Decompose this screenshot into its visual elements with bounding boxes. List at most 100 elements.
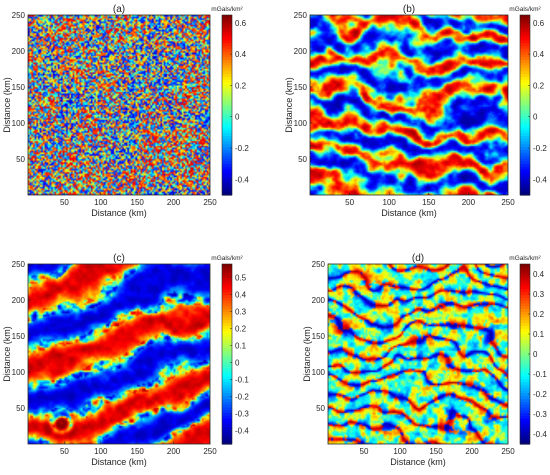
colorbar-step xyxy=(520,354,530,358)
colorbar-step xyxy=(520,65,530,70)
x-tick-label: 200 xyxy=(465,447,479,456)
colorbar-step xyxy=(520,359,530,364)
colorbar-step xyxy=(222,334,232,338)
colorbar-step xyxy=(520,20,530,25)
y-tick-label: 200 xyxy=(12,296,26,305)
colorbar-step xyxy=(520,424,530,428)
colorbar-step xyxy=(520,373,530,378)
colorbar-step xyxy=(222,152,232,157)
colorbar-step xyxy=(520,384,530,389)
colorbar-step xyxy=(222,368,232,372)
colorbar-step xyxy=(520,88,530,92)
plot-frame xyxy=(309,14,509,196)
colorbar-step xyxy=(222,57,232,61)
colorbar-tick-label: 0.4 xyxy=(533,50,545,59)
colorbar-step xyxy=(222,351,232,355)
x-tick-label: 100 xyxy=(383,198,397,207)
y-tick-label: 150 xyxy=(294,83,308,92)
colorbar-step xyxy=(222,43,232,47)
colorbar-step xyxy=(222,401,232,406)
colorbar-step xyxy=(520,48,530,53)
y-tick-label: 100 xyxy=(12,119,26,128)
colorbar-step xyxy=(222,110,232,115)
colorbar-step xyxy=(222,68,232,72)
colorbar-tick-label: -0.2 xyxy=(533,144,547,153)
colorbar-step xyxy=(520,351,530,355)
colorbar-step xyxy=(520,399,530,403)
colorbar-step xyxy=(520,189,530,193)
colorbar-frame xyxy=(221,14,233,196)
colorbar-tick-label: 0.2 xyxy=(235,325,247,334)
colorbar-step xyxy=(520,345,530,349)
colorbar-step xyxy=(520,275,530,279)
colorbar-step xyxy=(520,306,530,310)
colorbar-step xyxy=(222,93,232,98)
colorbar-step xyxy=(222,320,232,324)
colorbar-step xyxy=(520,71,530,75)
colorbar-tick-label: 0.4 xyxy=(235,291,247,300)
colorbar-step xyxy=(222,183,232,188)
colorbar-tick-label: -0.4 xyxy=(533,175,547,184)
colorbar-step xyxy=(520,370,530,375)
colorbar-step xyxy=(520,429,530,434)
heatmap-image xyxy=(28,264,210,444)
colorbar-step xyxy=(222,415,232,420)
colorbar-step xyxy=(222,331,232,335)
colorbar-step xyxy=(520,172,530,176)
colorbar-step xyxy=(222,175,232,179)
colorbar-step xyxy=(520,272,530,276)
colorbar-step xyxy=(222,158,232,162)
colorbar-step xyxy=(222,311,232,316)
colorbar-step xyxy=(222,424,232,428)
y-tick-label: 250 xyxy=(294,11,308,20)
x-tick-label: 200 xyxy=(167,447,181,456)
colorbar-step xyxy=(222,155,232,160)
colorbar-step xyxy=(520,158,530,162)
colorbar-step xyxy=(222,314,232,319)
colorbar-step xyxy=(222,317,232,321)
colorbar-step xyxy=(520,320,530,324)
colorbar-step xyxy=(222,286,232,290)
colorbar-step xyxy=(520,26,530,30)
panel-a: 50 100 150 200 250 50 100 150 200 250 Distance (km… xyxy=(2,4,249,218)
colorbar-frame xyxy=(221,263,233,445)
colorbar-step xyxy=(222,342,232,347)
y-tick-label: 100 xyxy=(12,368,26,377)
colorbar-step xyxy=(222,306,232,310)
colorbar-step xyxy=(520,325,530,330)
colorbar-step xyxy=(222,399,232,403)
heatmap-image xyxy=(328,264,508,444)
colorbar-step xyxy=(520,141,530,145)
colorbar-step xyxy=(520,130,530,134)
colorbar-step xyxy=(520,124,530,129)
colorbar-step xyxy=(222,370,232,375)
colorbar-tick-label: 0 xyxy=(235,358,240,367)
colorbar-step xyxy=(222,348,232,352)
colorbar-step xyxy=(520,317,530,321)
colorbar-tick-label: 0 xyxy=(533,350,538,359)
colorbar-step xyxy=(520,37,530,41)
x-axis-label: Distance (km) xyxy=(91,457,147,467)
colorbar-step xyxy=(222,337,232,341)
y-tick-label: 200 xyxy=(294,47,308,56)
colorbar-step xyxy=(222,373,232,378)
colorbar-step xyxy=(222,297,232,302)
colorbar-step xyxy=(222,20,232,25)
colorbar-step xyxy=(222,384,232,389)
x-axis-label: Distance (km) xyxy=(390,457,446,467)
colorbar-step xyxy=(520,133,530,137)
colorbar-step xyxy=(222,264,232,268)
colorbar-step xyxy=(222,427,232,431)
colorbar-step xyxy=(222,71,232,75)
y-tick-label: 250 xyxy=(12,260,26,269)
colorbar-step xyxy=(520,294,530,299)
colorbar-step xyxy=(222,164,232,168)
y-tick-label: 200 xyxy=(12,47,26,56)
colorbar-step xyxy=(520,138,530,143)
colorbar-tick-label: -0.2 xyxy=(533,390,547,399)
colorbar-tick-label: -0.1 xyxy=(235,375,249,384)
colorbar-step xyxy=(520,421,530,425)
colorbar-tick-label: 0.2 xyxy=(533,81,545,90)
colorbar-step xyxy=(520,289,530,293)
